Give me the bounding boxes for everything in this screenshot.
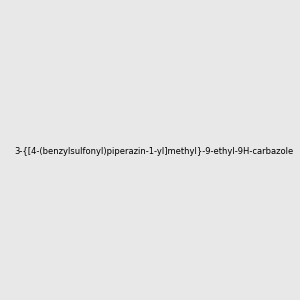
Text: 3-{[4-(benzylsulfonyl)piperazin-1-yl]methyl}-9-ethyl-9H-carbazole: 3-{[4-(benzylsulfonyl)piperazin-1-yl]met…: [14, 147, 293, 156]
